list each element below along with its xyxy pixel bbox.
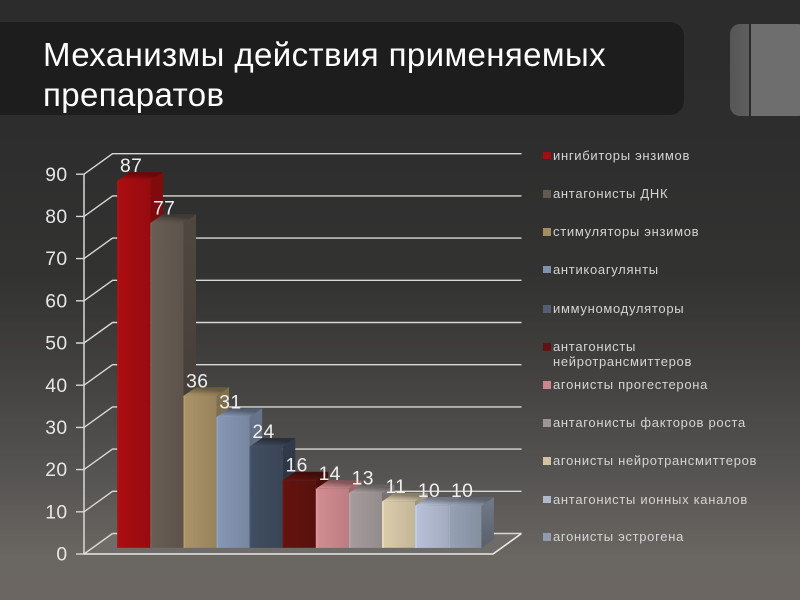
svg-text:60: 60 xyxy=(45,291,67,312)
svg-text:40: 40 xyxy=(45,376,67,397)
svg-text:87: 87 xyxy=(120,156,142,177)
svg-text:70: 70 xyxy=(45,249,67,270)
svg-text:31: 31 xyxy=(219,392,241,413)
svg-text:24: 24 xyxy=(252,422,274,443)
svg-text:13: 13 xyxy=(352,468,374,489)
svg-text:14: 14 xyxy=(319,464,341,485)
svg-text:10: 10 xyxy=(451,481,473,502)
svg-text:20: 20 xyxy=(45,460,67,481)
svg-text:0: 0 xyxy=(56,545,67,566)
svg-text:10: 10 xyxy=(45,502,67,523)
svg-text:36: 36 xyxy=(186,371,208,392)
svg-text:77: 77 xyxy=(153,198,175,219)
svg-text:90: 90 xyxy=(45,165,67,186)
svg-text:16: 16 xyxy=(285,456,307,477)
svg-text:50: 50 xyxy=(45,334,67,355)
svg-text:30: 30 xyxy=(45,418,67,439)
svg-text:80: 80 xyxy=(45,207,67,228)
svg-text:10: 10 xyxy=(418,481,440,502)
svg-text:11: 11 xyxy=(385,477,406,498)
